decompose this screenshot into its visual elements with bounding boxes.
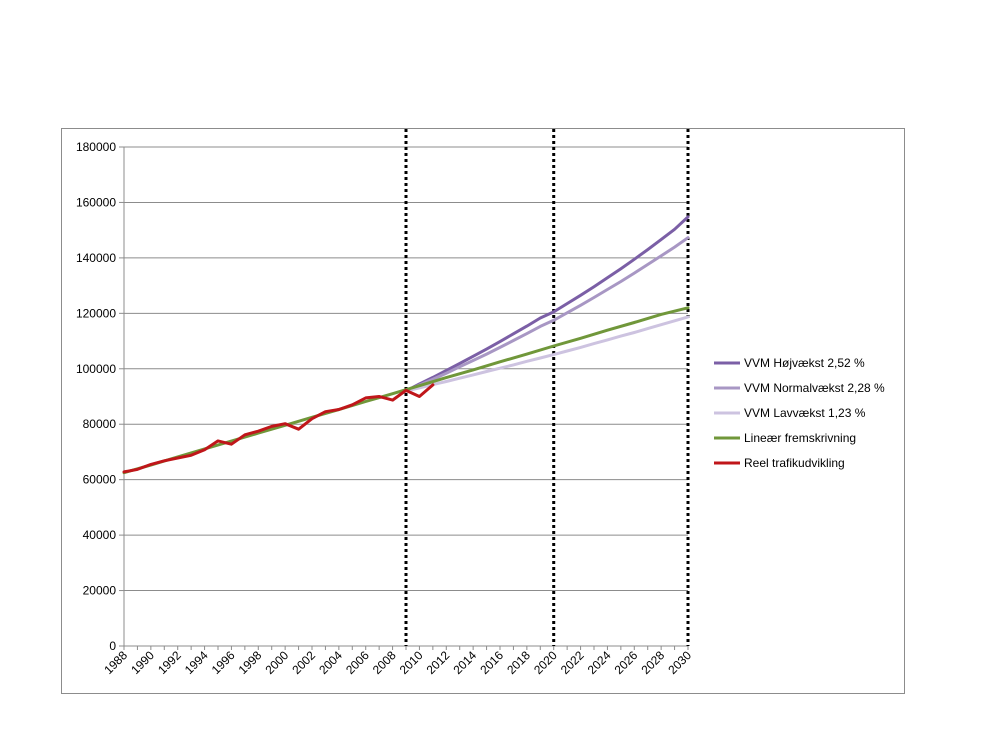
x-tick-label-2030: 2030 [665,648,694,677]
y-tick-label-100000: 100000 [76,362,116,376]
legend-label-3: Lineær fremskrivning [744,431,856,445]
y-tick-label-140000: 140000 [76,251,116,265]
legend-label-0: VVM Højvækst 2,52 % [744,356,865,370]
x-tick-label-2018: 2018 [504,648,533,677]
x-tick-label-2022: 2022 [558,648,587,677]
x-tick-label-2000: 2000 [262,648,291,677]
legend-label-2: VVM Lavvækst 1,23 % [744,406,866,420]
y-tick-label-160000: 160000 [76,195,116,209]
x-tick-label-2012: 2012 [424,648,453,677]
series-lines [122,215,690,475]
vertical-markers [404,129,690,646]
legend-label-1: VVM Normalvækst 2,28 % [744,381,885,395]
x-tick-label-2004: 2004 [316,648,345,677]
x-tick-label-1988: 1988 [101,648,130,677]
chart-frame: 0 20000 40000 60000 80000 100000 120000 140000 1… [61,128,905,694]
y-axis-ticks: 0 20000 40000 60000 80000 100000 120000 140000 1… [76,140,116,653]
y-tick-label-0: 0 [109,639,116,653]
x-tick-label-2024: 2024 [585,648,614,677]
x-tick-label-2028: 2028 [638,648,667,677]
y-tick-label-20000: 20000 [83,584,117,598]
y-tick-label-40000: 40000 [83,528,117,542]
x-tick-label-2014: 2014 [450,648,479,677]
x-axis-ticks: 1988199019921994199619982000200220042006… [101,648,694,677]
series-line-4 [122,383,435,474]
y-tick-label-80000: 80000 [83,417,117,431]
x-tick-label-1994: 1994 [182,648,211,677]
x-tick-label-2010: 2010 [397,648,426,677]
series-line-2 [404,315,690,393]
series-line-0 [404,215,690,393]
x-tick-label-2026: 2026 [612,648,641,677]
x-tick-label-1990: 1990 [128,648,157,677]
x-tick-label-1996: 1996 [209,648,238,677]
line-chart: 0 20000 40000 60000 80000 100000 120000 140000 1… [76,129,885,677]
y-tick-label-180000: 180000 [76,140,116,154]
x-tick-label-1992: 1992 [155,648,184,677]
x-tick-label-2020: 2020 [531,648,560,677]
y-tick-label-60000: 60000 [83,473,117,487]
legend-label-4: Reel trafikudvikling [744,456,845,470]
x-tick-label-2016: 2016 [477,648,506,677]
x-tick-label-2002: 2002 [289,648,318,677]
y-tick-label-120000: 120000 [76,306,116,320]
series-line-1 [404,236,690,393]
axes [119,146,689,650]
legend: VVM Højvækst 2,52 % VVM Normalvækst 2,28 … [714,356,885,470]
x-tick-label-1998: 1998 [236,648,265,677]
x-tick-label-2006: 2006 [343,648,372,677]
x-tick-label-2008: 2008 [370,648,399,677]
